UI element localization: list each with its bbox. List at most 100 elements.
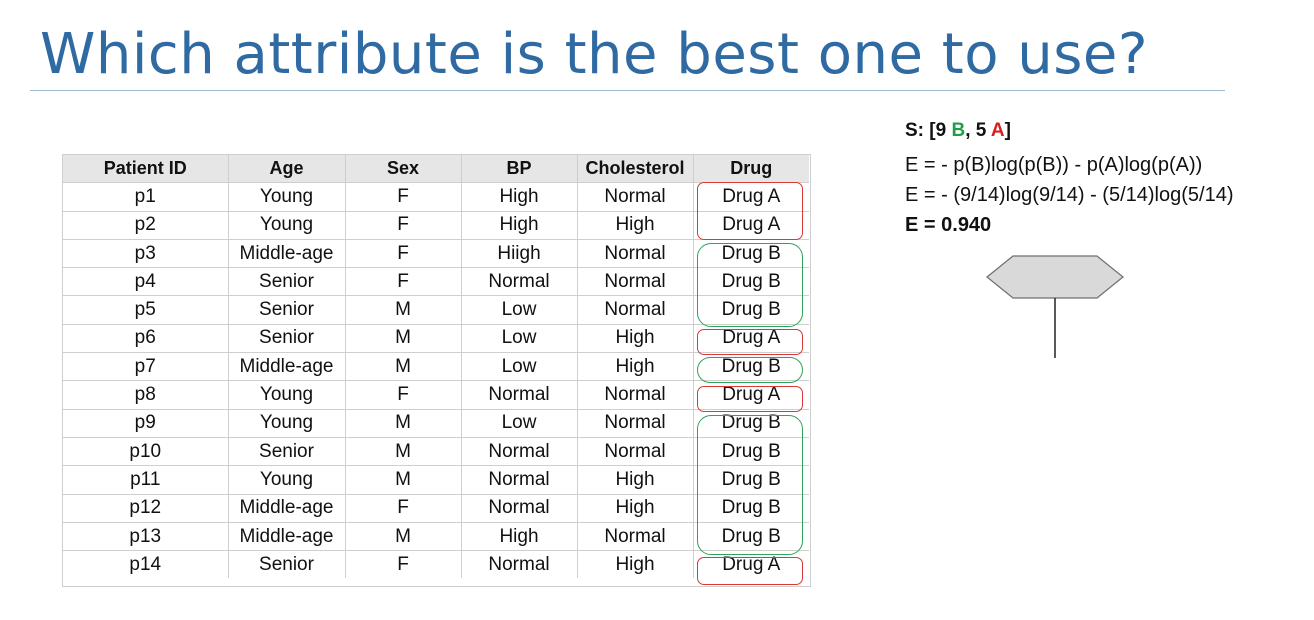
cell-cholesterol: High xyxy=(577,494,694,523)
set-suffix: ] xyxy=(1004,120,1011,141)
cell-age: Middle-age xyxy=(228,239,346,269)
cell-bp: Low xyxy=(461,352,578,382)
cell-bp: Low xyxy=(461,324,578,354)
entropy-result: E = 0.940 xyxy=(905,214,992,236)
table-header-row: Patient ID Age Sex BP Cholesterol Drug xyxy=(63,155,809,184)
cell-sex: F xyxy=(345,182,462,212)
decision-node-hexagon xyxy=(986,255,1124,299)
set-mid: , 5 xyxy=(965,120,991,141)
cell-sex: M xyxy=(345,324,462,354)
table-row: p7 Middle-age M Low High Drug B xyxy=(63,352,809,382)
entropy-panel: S: [9 B, 5 A] E = - p(B)log(p(B)) - p(A)… xyxy=(905,116,1234,240)
header-bp: BP xyxy=(461,155,578,184)
cell-patient-id: p5 xyxy=(63,295,229,325)
patient-table: Patient ID Age Sex BP Cholesterol Drug p… xyxy=(63,155,809,579)
cell-sex: F xyxy=(345,239,462,269)
table-row: p12 Middle-age F Normal High Drug B xyxy=(63,494,809,523)
cell-bp: Normal xyxy=(461,494,578,523)
cell-drug: Drug A xyxy=(693,324,809,354)
cell-cholesterol: Normal xyxy=(577,182,694,212)
cell-patient-id: p7 xyxy=(63,352,229,382)
cell-sex: M xyxy=(345,295,462,325)
header-patient-id: Patient ID xyxy=(63,155,229,184)
set-prefix: S: [9 xyxy=(905,120,952,141)
cell-bp: Normal xyxy=(461,465,578,495)
cell-patient-id: p3 xyxy=(63,239,229,269)
cell-drug: Drug B xyxy=(693,494,809,523)
cell-drug: Drug A xyxy=(693,211,809,240)
cell-age: Senior xyxy=(228,324,346,354)
cell-age: Young xyxy=(228,409,346,438)
entropy-definition: E = - p(B)log(p(B)) - p(A)log(p(A)) xyxy=(905,154,1203,176)
table-row: p5 Senior M Low Normal Drug B xyxy=(63,295,809,325)
cell-drug: Drug B xyxy=(693,437,809,467)
cell-patient-id: p8 xyxy=(63,380,229,410)
cell-sex: F xyxy=(345,211,462,240)
cell-cholesterol: Normal xyxy=(577,380,694,410)
set-a-label: A xyxy=(990,120,1005,141)
cell-age: Senior xyxy=(228,437,346,467)
cell-patient-id: p1 xyxy=(63,182,229,212)
cell-patient-id: p11 xyxy=(63,465,229,495)
cell-age: Young xyxy=(228,211,346,240)
cell-drug: Drug B xyxy=(693,465,809,495)
cell-bp: Normal xyxy=(461,437,578,467)
cell-cholesterol: Normal xyxy=(577,409,694,438)
cell-drug: Drug B xyxy=(693,295,809,325)
table-row: p3 Middle-age F Hiigh Normal Drug B xyxy=(63,239,809,269)
table-row: p13 Middle-age M High Normal Drug B xyxy=(63,522,809,552)
cell-patient-id: p4 xyxy=(63,267,229,297)
table-row: p11 Young M Normal High Drug B xyxy=(63,465,809,495)
cell-patient-id: p10 xyxy=(63,437,229,467)
cell-age: Middle-age xyxy=(228,522,346,552)
cell-sex: M xyxy=(345,352,462,382)
cell-cholesterol: Normal xyxy=(577,522,694,552)
cell-age: Middle-age xyxy=(228,352,346,382)
cell-patient-id: p9 xyxy=(63,409,229,438)
cell-age: Senior xyxy=(228,550,346,579)
cell-patient-id: p12 xyxy=(63,494,229,523)
cell-drug: Drug B xyxy=(693,409,809,438)
cell-age: Young xyxy=(228,465,346,495)
cell-bp: Normal xyxy=(461,380,578,410)
table-row: p10 Senior M Normal Normal Drug B xyxy=(63,437,809,467)
cell-sex: F xyxy=(345,494,462,523)
cell-patient-id: p13 xyxy=(63,522,229,552)
cell-cholesterol: Normal xyxy=(577,239,694,269)
header-age: Age xyxy=(228,155,346,184)
cell-drug: Drug B xyxy=(693,522,809,552)
cell-cholesterol: High xyxy=(577,550,694,579)
cell-cholesterol: High xyxy=(577,465,694,495)
table-row: p1 Young F High Normal Drug A xyxy=(63,182,809,212)
cell-cholesterol: Normal xyxy=(577,437,694,467)
class-count-line: S: [9 B, 5 A] xyxy=(905,116,1234,146)
cell-sex: M xyxy=(345,409,462,438)
header-cholesterol: Cholesterol xyxy=(577,155,694,184)
cell-bp: Hiigh xyxy=(461,239,578,269)
cell-bp: Normal xyxy=(461,550,578,579)
cell-patient-id: p2 xyxy=(63,211,229,240)
cell-drug: Drug A xyxy=(693,182,809,212)
cell-age: Young xyxy=(228,380,346,410)
cell-age: Senior xyxy=(228,295,346,325)
cell-cholesterol: High xyxy=(577,324,694,354)
cell-age: Senior xyxy=(228,267,346,297)
table-row: p8 Young F Normal Normal Drug A xyxy=(63,380,809,410)
cell-cholesterol: High xyxy=(577,211,694,240)
set-b-label: B xyxy=(951,120,966,141)
cell-sex: F xyxy=(345,380,462,410)
cell-bp: High xyxy=(461,182,578,212)
cell-age: Young xyxy=(228,182,346,212)
cell-sex: M xyxy=(345,465,462,495)
cell-sex: M xyxy=(345,522,462,552)
cell-sex: F xyxy=(345,550,462,579)
header-sex: Sex xyxy=(345,155,462,184)
entropy-calculation: E = - (9/14)log(9/14) - (5/14)log(5/14) xyxy=(905,184,1234,206)
cell-sex: M xyxy=(345,437,462,467)
cell-age: Middle-age xyxy=(228,494,346,523)
cell-drug: Drug B xyxy=(693,267,809,297)
table-row: p6 Senior M Low High Drug A xyxy=(63,324,809,354)
table-row: p9 Young M Low Normal Drug B xyxy=(63,409,809,438)
cell-sex: F xyxy=(345,267,462,297)
cell-drug: Drug A xyxy=(722,553,781,575)
